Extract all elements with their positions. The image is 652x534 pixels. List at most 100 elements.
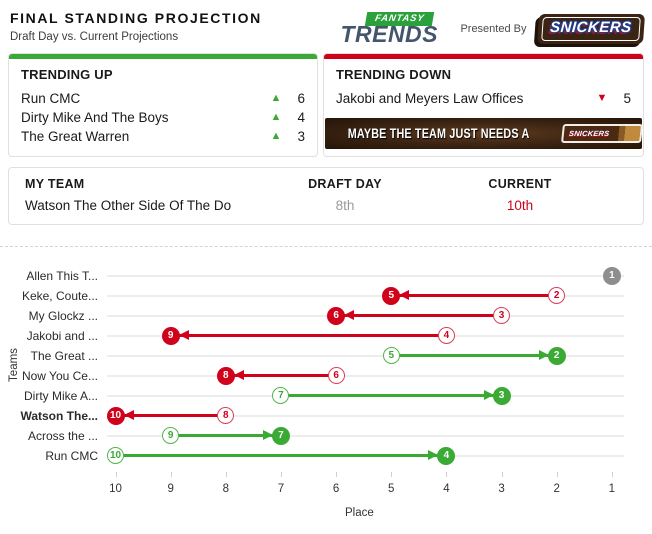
x-axis-tick — [115, 471, 117, 477]
chart-row: Dirty Mike A... 7 3 — [0, 386, 652, 406]
movement-line — [225, 374, 337, 378]
movement-line — [115, 414, 226, 418]
fantasy-logo-tag: FANTASY — [365, 12, 435, 26]
draft-day-value: 8th — [335, 197, 355, 213]
x-axis-tick — [170, 471, 172, 477]
chart-row: Keke, Coute... 2 5 — [0, 286, 652, 306]
standing-projection-chart: Teams Allen This T... 1 Keke, Coute... 2 5 My… — [0, 245, 652, 523]
trend-team-name: The Great Warren — [21, 128, 130, 144]
up-triangle-icon: ▲ — [270, 91, 282, 104]
row-gridline — [107, 274, 624, 277]
chart-row: Run CMC 10 4 — [0, 446, 652, 466]
draft-day-marker: 8 — [217, 407, 235, 425]
x-axis-tick-label: 1 — [608, 482, 616, 495]
arrowhead-icon — [233, 370, 244, 381]
x-axis-tick-label: 3 — [498, 482, 505, 495]
movement-line — [170, 434, 281, 438]
my-team-card: MY TEAM DRAFT DAY CURRENT Watson The Oth… — [8, 166, 644, 225]
chart-row: Across the ... 9 7 — [0, 426, 652, 446]
page-header: FINAL STANDING PROJECTION Draft Day vs. … — [0, 0, 652, 50]
up-triangle-icon: ▲ — [270, 110, 282, 123]
draft-day-marker: 9 — [162, 427, 180, 445]
current-marker: 3 — [492, 386, 511, 405]
row-gridline — [107, 414, 624, 417]
chart-row: Allen This T... 1 — [0, 266, 652, 286]
movement-line — [115, 454, 447, 458]
x-axis-tick — [556, 471, 558, 477]
x-axis-tick-label: 4 — [443, 482, 450, 495]
x-axis-tick-label: 5 — [388, 482, 395, 495]
arrowhead-icon — [428, 450, 439, 461]
trend-team-name: Jakobi and Meyers Law Offices — [336, 90, 524, 106]
current-marker: 9 — [161, 326, 180, 345]
draft-day-header: DRAFT DAY — [308, 176, 382, 191]
page-title: FINAL STANDING PROJECTION — [10, 10, 262, 26]
x-axis-labels: 10 9 8 7 6 5 4 3 2 1 — [107, 483, 652, 498]
current-marker: 7 — [271, 426, 290, 445]
my-team-header: MY TEAM — [25, 176, 85, 191]
page-subtitle: Draft Day vs. Current Projections — [10, 31, 179, 43]
draft-day-marker: 10 — [107, 447, 124, 465]
fantasy-trends-logo: FANTASY TRENDS — [340, 12, 452, 46]
arrowhead-icon — [344, 310, 355, 321]
x-axis-title: Place — [345, 506, 374, 519]
movement-line — [336, 314, 502, 318]
row-plot: 1 — [107, 266, 652, 286]
x-axis-tick — [225, 471, 227, 477]
x-axis-tick — [391, 471, 393, 477]
x-axis-tick-label: 8 — [222, 482, 229, 495]
movement-line — [391, 354, 557, 358]
trending-up-title: TRENDING UP — [21, 66, 113, 82]
team-label: Watson The... — [20, 408, 98, 423]
trending-down-card: TRENDING DOWN Jakobi and Meyers Law Offi… — [323, 52, 644, 157]
no-change-marker: 1 — [602, 266, 621, 285]
team-label: Now You Ce... — [21, 368, 98, 383]
row-gridline — [107, 294, 624, 297]
draft-day-marker: 5 — [382, 347, 400, 365]
team-label: Allen This T... — [26, 268, 98, 283]
x-axis-tick — [336, 471, 338, 477]
x-axis-tick — [280, 471, 282, 477]
arrowhead-icon — [178, 330, 189, 341]
draft-day-marker: 3 — [493, 307, 511, 325]
current-header: CURRENT — [488, 176, 552, 191]
trend-list-item: Jakobi and Meyers Law Offices ▼ 5 — [336, 89, 631, 108]
team-label: Across the ... — [27, 428, 98, 443]
title-block: FINAL STANDING PROJECTION Draft Day vs. … — [10, 10, 262, 43]
trending-down-title: TRENDING DOWN — [336, 66, 452, 82]
trending-up-accent-bar — [9, 53, 317, 59]
branding: FANTASY TRENDS Presented By SNICKERS — [340, 12, 646, 46]
chart-row: Watson The... 8 10 — [0, 406, 652, 426]
current-marker: 5 — [382, 286, 401, 305]
row-gridline — [107, 354, 624, 357]
snickers-logo: SNICKERS — [537, 13, 646, 44]
trend-list-item: Dirty Mike And The Boys ▲ 4 — [21, 108, 305, 127]
x-axis-ticks — [107, 471, 652, 481]
current-marker: 6 — [327, 306, 346, 325]
snickers-logo-word: SNICKERS — [549, 18, 633, 36]
arrowhead-icon — [262, 430, 273, 441]
current-marker: 10 — [106, 406, 125, 425]
current-value: 10th — [506, 197, 534, 213]
x-axis-tick-label: 9 — [167, 482, 174, 495]
chart-row: The Great ... 5 2 — [0, 346, 652, 366]
trend-change-value: 4 — [297, 109, 305, 125]
down-triangle-icon: ▼ — [596, 91, 608, 104]
draft-day-marker: 4 — [437, 327, 455, 345]
trending-up-card: TRENDING UP Run CMC ▲ 6 Dirty Mike And The … — [8, 52, 318, 157]
current-marker: 4 — [437, 446, 456, 465]
x-axis-tick — [446, 471, 448, 477]
row-gridline — [107, 434, 624, 437]
movement-line — [170, 334, 447, 338]
snickers-ad-banner[interactable]: MAYBE THE TEAM JUST NEEDS A SNICKERS — [325, 117, 643, 149]
arrowhead-icon — [123, 410, 134, 421]
trending-up-list: Run CMC ▲ 6 Dirty Mike And The Boys ▲ 4 The Gr… — [21, 89, 305, 146]
presented-by-label: Presented By — [460, 22, 527, 35]
trend-change-value: 6 — [297, 90, 305, 106]
